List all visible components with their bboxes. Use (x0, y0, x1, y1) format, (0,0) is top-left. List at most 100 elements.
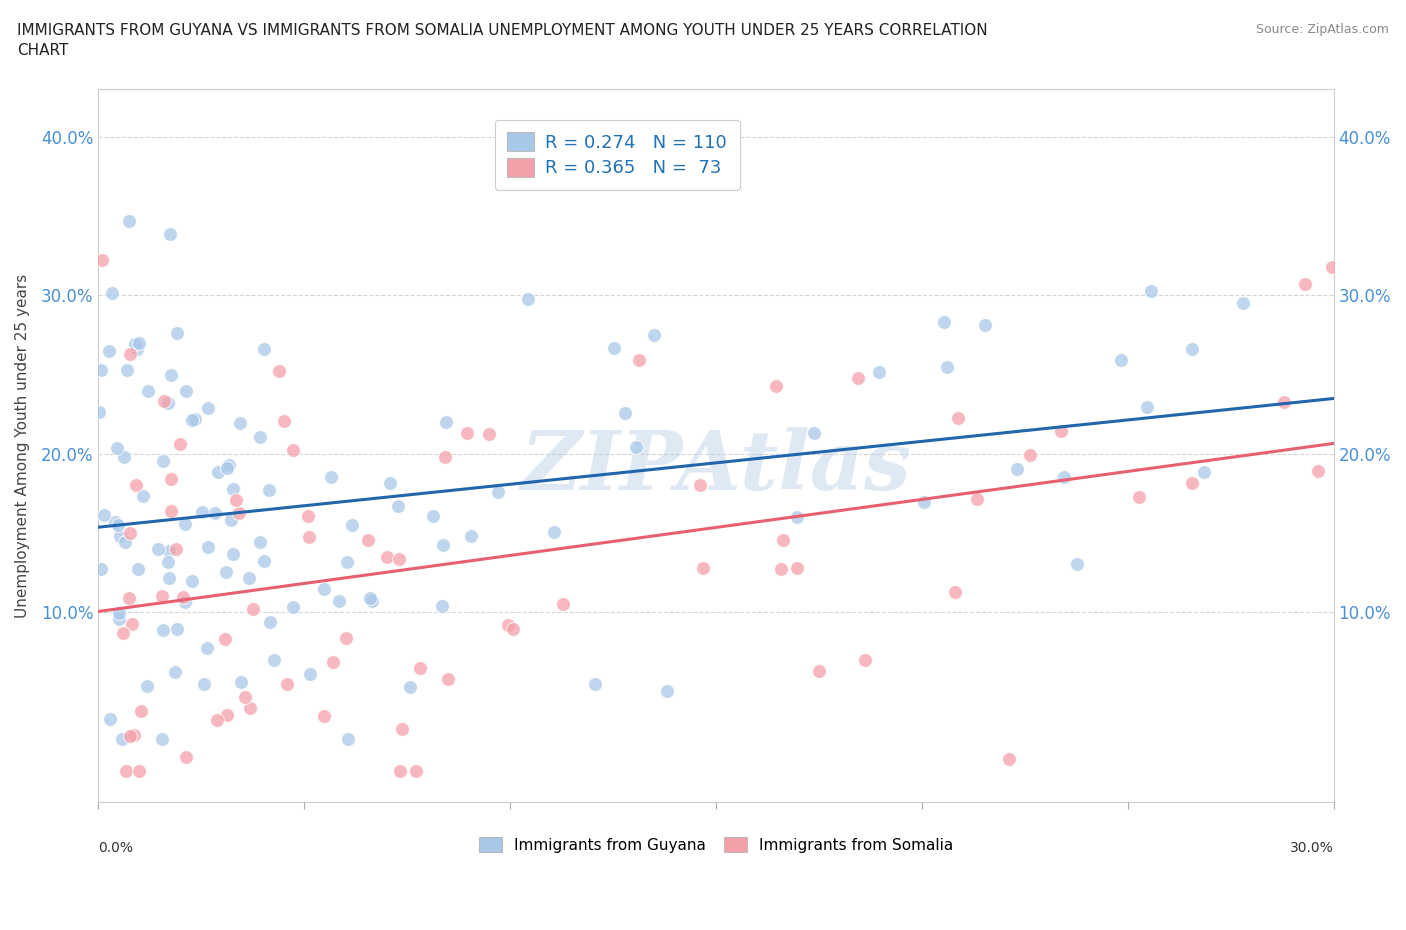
Point (112, 450, 135, 465)
Point (107, 605, 129, 620)
Point (174, 383, 197, 398)
Point (602, 340, 624, 355)
Point (118, 214, 141, 229)
Point (974, 318, 997, 333)
Point (342, 518, 364, 533)
Point (502, 621, 524, 636)
Point (1109, 352, 1132, 367)
Point (156, 554, 179, 569)
Point (159, 226, 181, 241)
Point (136, 383, 159, 398)
Point (399, 680, 422, 695)
Point (124, 337, 146, 352)
Point (932, 314, 955, 329)
Point (225, 493, 247, 508)
Point (319, 469, 342, 484)
Point (786, 510, 808, 525)
Point (153, 393, 176, 408)
Point (197, 400, 219, 415)
Point (769, 562, 792, 577)
Point (229, 416, 252, 431)
Point (124, 477, 146, 492)
Point (868, 365, 890, 379)
Point (375, 550, 398, 565)
Point (391, 721, 413, 736)
Point (765, 379, 787, 393)
Point (89, 405, 111, 419)
Point (90, 562, 112, 577)
Point (496, 618, 519, 632)
Point (91, 252, 114, 267)
Point (249, 430, 271, 445)
Point (214, 631, 236, 646)
Point (422, 509, 444, 524)
Point (197, 641, 219, 656)
Point (207, 713, 229, 728)
Point (180, 573, 202, 588)
Point (120, 728, 142, 743)
Point (228, 505, 250, 520)
Point (97, 344, 120, 359)
Point (159, 367, 181, 382)
Point (335, 631, 357, 645)
Point (165, 664, 187, 679)
Point (215, 565, 238, 579)
Point (98, 711, 121, 726)
Point (174, 517, 197, 532)
Point (626, 440, 648, 455)
Point (1232, 296, 1254, 311)
Point (169, 436, 191, 451)
Point (772, 533, 794, 548)
Point (118, 525, 141, 540)
Point (120, 346, 142, 361)
Point (136, 678, 159, 693)
Point (1018, 447, 1040, 462)
Point (1050, 424, 1073, 439)
Point (997, 751, 1019, 766)
Point (405, 764, 427, 778)
Point (936, 360, 959, 375)
Point (692, 560, 714, 575)
Point (221, 482, 243, 497)
Point (853, 653, 876, 668)
Point (297, 529, 319, 544)
Point (173, 594, 195, 609)
Point (430, 599, 453, 614)
Point (104, 514, 127, 529)
Point (1066, 557, 1088, 572)
Point (105, 441, 128, 456)
Point (1294, 277, 1316, 292)
Point (253, 553, 276, 568)
Point (314, 582, 336, 597)
Point (486, 485, 509, 499)
Point (1181, 475, 1204, 490)
Point (197, 539, 219, 554)
Point (553, 596, 575, 611)
Text: 30.0%: 30.0% (1289, 842, 1334, 856)
Point (217, 461, 239, 476)
Point (121, 617, 143, 631)
Point (456, 426, 478, 441)
Point (1053, 470, 1076, 485)
Point (157, 395, 180, 410)
Point (1194, 464, 1216, 479)
Point (107, 518, 129, 533)
Point (152, 622, 174, 637)
Point (436, 671, 458, 686)
Point (478, 427, 501, 442)
Point (160, 503, 183, 518)
Point (117, 363, 139, 378)
Point (90, 363, 112, 378)
Point (165, 542, 187, 557)
Text: 0.0%: 0.0% (98, 842, 134, 856)
Point (101, 286, 124, 300)
Point (249, 535, 271, 550)
Point (128, 764, 150, 778)
Point (152, 454, 174, 469)
Point (118, 591, 141, 605)
Point (111, 626, 134, 641)
Point (253, 341, 276, 356)
Point (108, 612, 131, 627)
Point (157, 543, 180, 558)
Point (1272, 394, 1295, 409)
